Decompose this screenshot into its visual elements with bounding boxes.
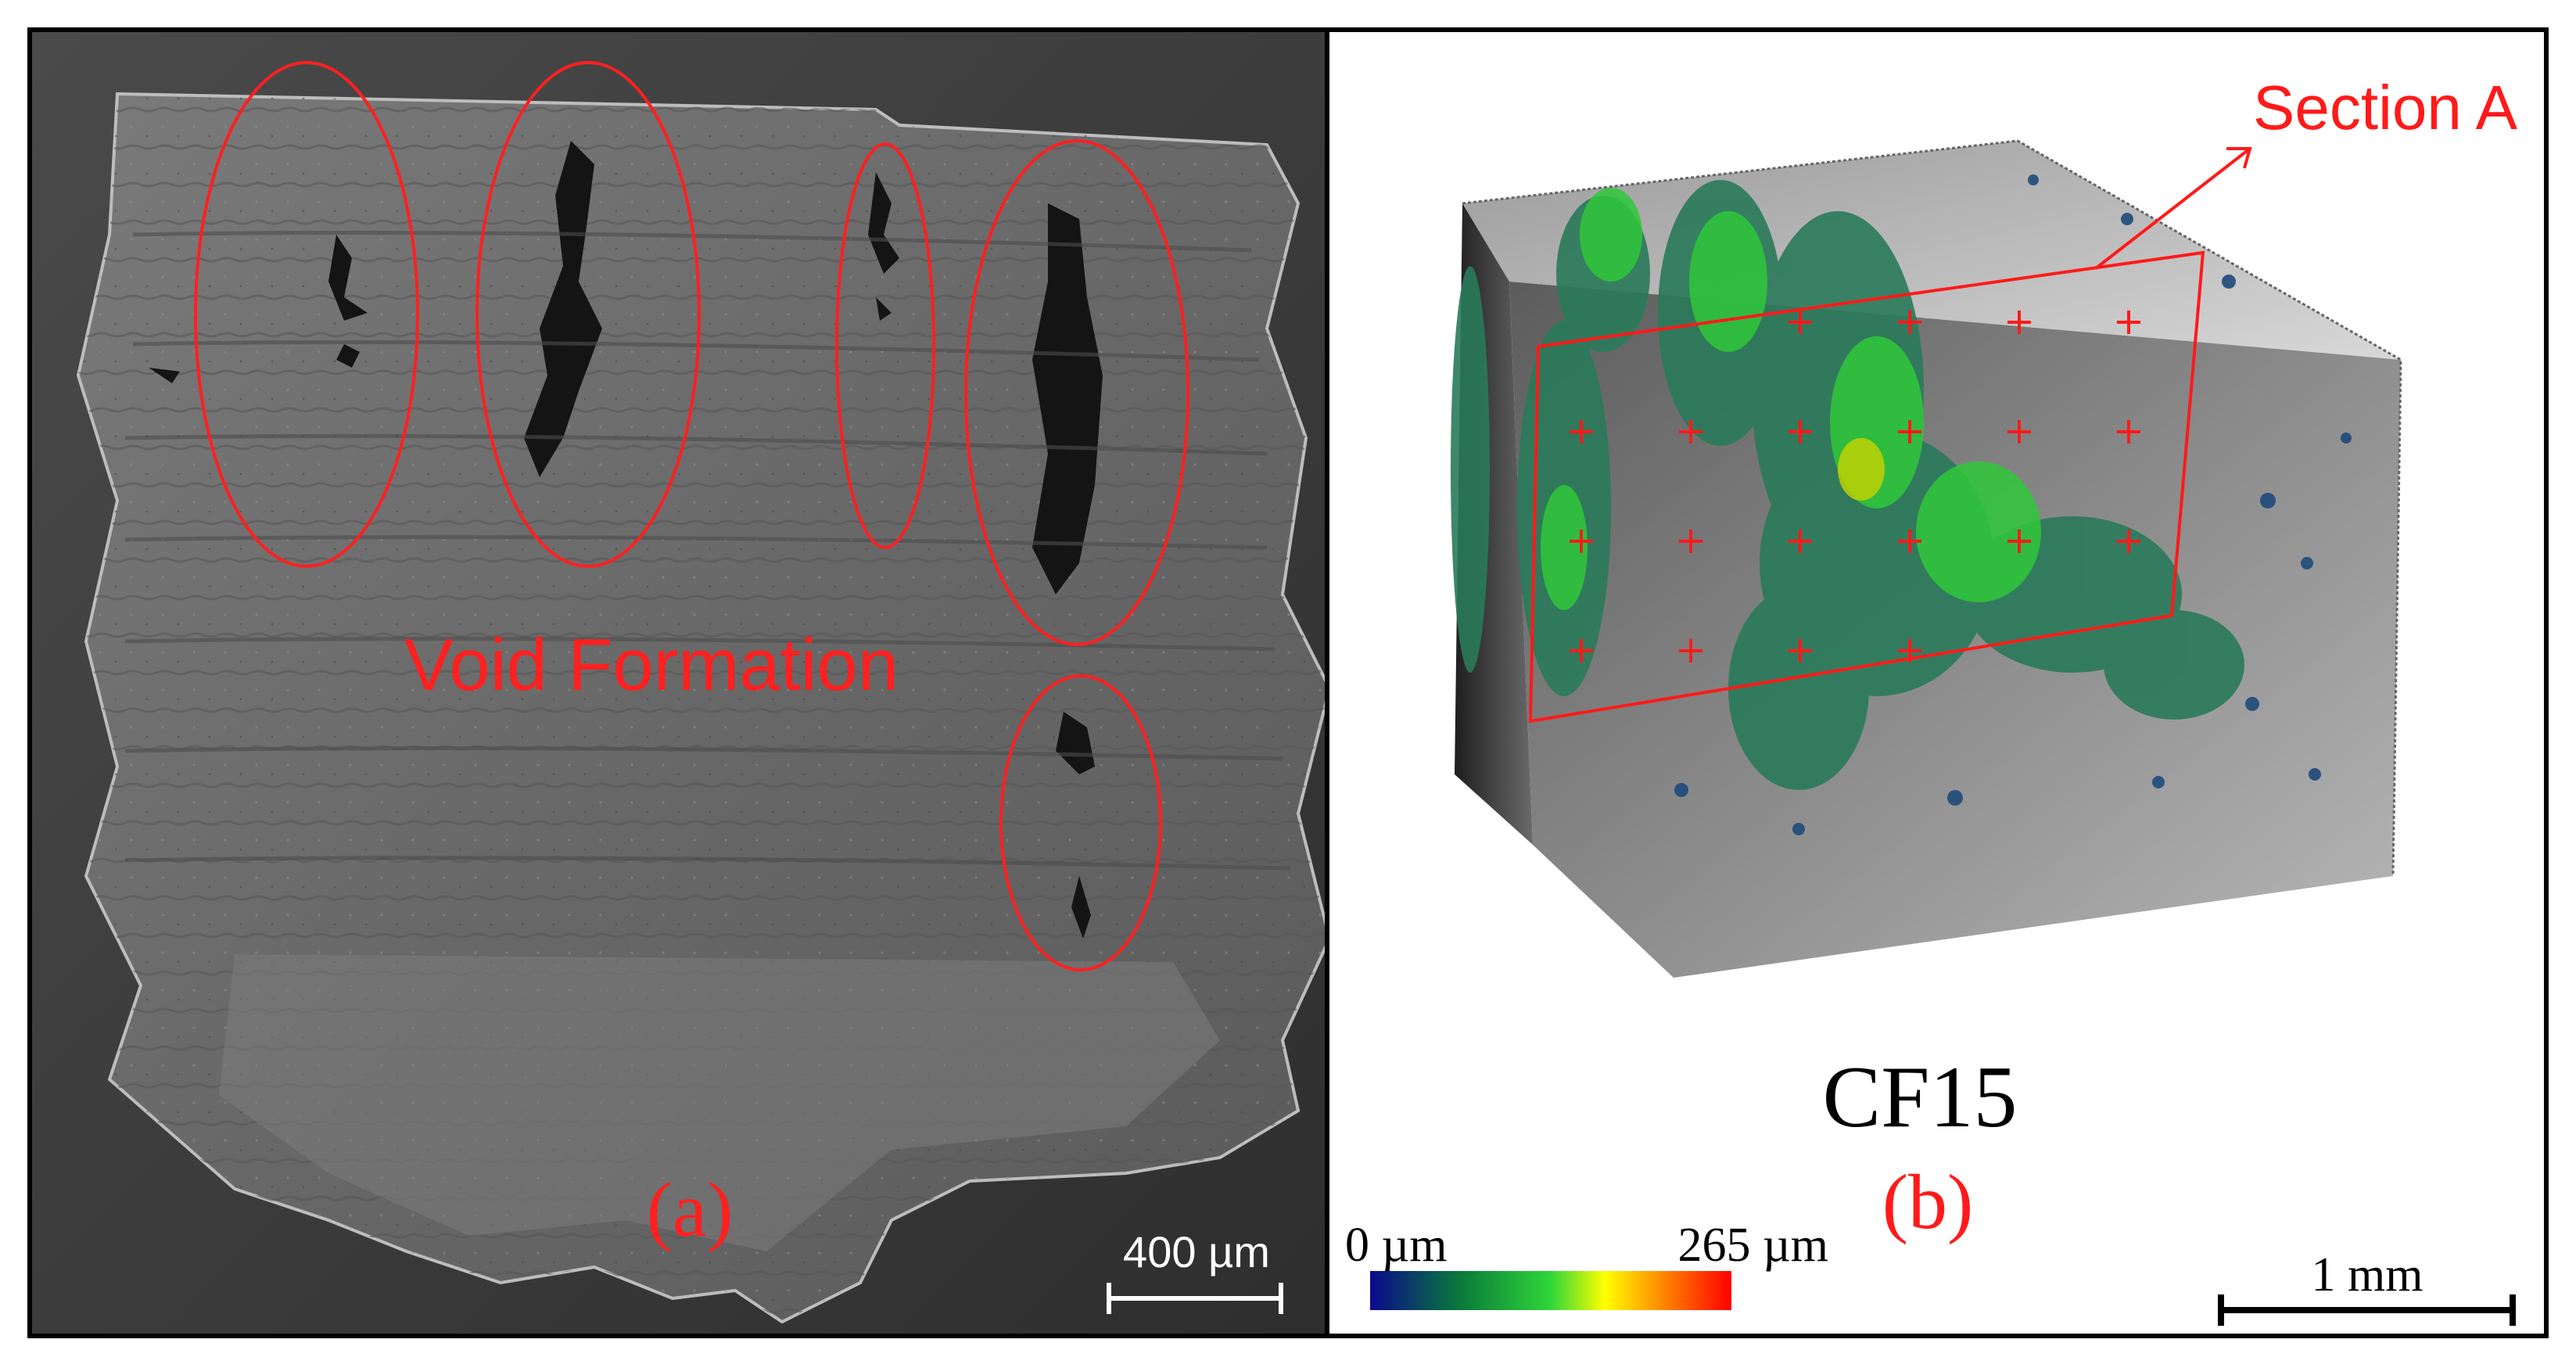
ct-porosity-clusters	[1451, 174, 2352, 835]
sample-label: CF15	[1823, 1049, 2018, 1146]
panel-a: Void Formation (a) 400 µm	[31, 31, 1332, 1334]
void-ellipse	[964, 139, 1189, 646]
panel-b-scale-label: 1 mm	[2312, 1248, 2424, 1302]
sem-lower-region	[219, 954, 1220, 1251]
section-a-label: Section A	[2253, 73, 2518, 142]
panel-b-scale-bar: 1 mm	[2218, 1248, 2516, 1326]
void-ellipse	[475, 61, 701, 568]
panel-b-label: (b)	[1882, 1158, 1974, 1245]
panel-a-scale-bar: 400 µm	[1107, 1227, 1283, 1314]
void-ellipse	[194, 61, 419, 568]
colorbar-max-label: 265 µm	[1678, 1219, 1828, 1272]
void-ellipse	[835, 142, 935, 549]
depth-colorbar: 0 µm 265 µm	[1345, 1219, 1828, 1310]
figure-border	[27, 27, 2549, 1338]
section-a-grid-markers	[1570, 311, 2140, 662]
colorbar-min-label: 0 µm	[1345, 1219, 1447, 1272]
void-ellipse	[999, 674, 1162, 971]
section-a-plane: Section A	[1528, 73, 2518, 723]
void-highlight-ellipses	[194, 61, 1189, 971]
section-a-leader	[2094, 147, 2251, 270]
panel-a-scale-label: 400 µm	[1123, 1227, 1270, 1276]
panel-a-label: (a)	[647, 1166, 734, 1253]
sem-voids	[149, 141, 1103, 939]
panel-b: Section A CF15 (b) 0 µm 265 µm 1 mm	[1329, 31, 2545, 1334]
void-formation-annotation: Void Formation	[404, 623, 899, 706]
sem-strata-lines	[124, 231, 1291, 871]
colorbar-gradient	[1370, 1271, 1731, 1310]
